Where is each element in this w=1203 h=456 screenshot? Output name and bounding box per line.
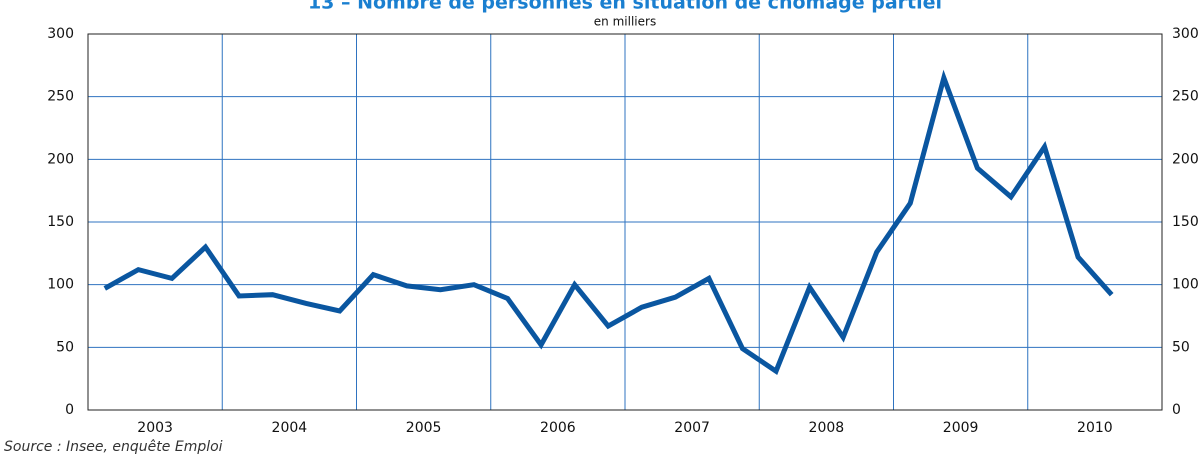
y-tick-label: 200 [47, 151, 74, 167]
x-tick-label: 2007 [674, 420, 710, 436]
x-tick-label: 2010 [1077, 420, 1113, 436]
y-tick-label: 300 [47, 26, 74, 42]
x-tick-label: 2006 [540, 420, 576, 436]
x-tick-label: 2003 [137, 420, 173, 436]
x-tick-label: 2009 [943, 420, 979, 436]
y2-tick-label: 50 [1172, 339, 1190, 355]
chart-title: 13 – Nombre de personnes en situation de… [308, 0, 942, 14]
y-tick-label: 50 [56, 339, 74, 355]
y-tick-label: 250 [47, 89, 74, 105]
source: Source : Insee, enquête Emploi [4, 439, 223, 455]
y-tick-label: 0 [65, 402, 74, 418]
series-line [103, 69, 1114, 375]
chart-subtitle: en milliers [594, 15, 656, 29]
y-tick-label: 100 [47, 277, 74, 293]
y2-tick-label: 150 [1172, 214, 1199, 230]
y2-tick-label: 300 [1172, 26, 1199, 42]
y2-tick-label: 100 [1172, 277, 1199, 293]
x-tick-label: 2004 [272, 420, 308, 436]
y-tick-label: 150 [47, 214, 74, 230]
x-tick-label: 2008 [809, 420, 845, 436]
y2-tick-label: 250 [1172, 89, 1199, 105]
y2-tick-label: 0 [1172, 402, 1181, 418]
x-tick-label: 2005 [406, 420, 442, 436]
y2-tick-label: 200 [1172, 151, 1199, 167]
plot-frame [87, 33, 1163, 411]
